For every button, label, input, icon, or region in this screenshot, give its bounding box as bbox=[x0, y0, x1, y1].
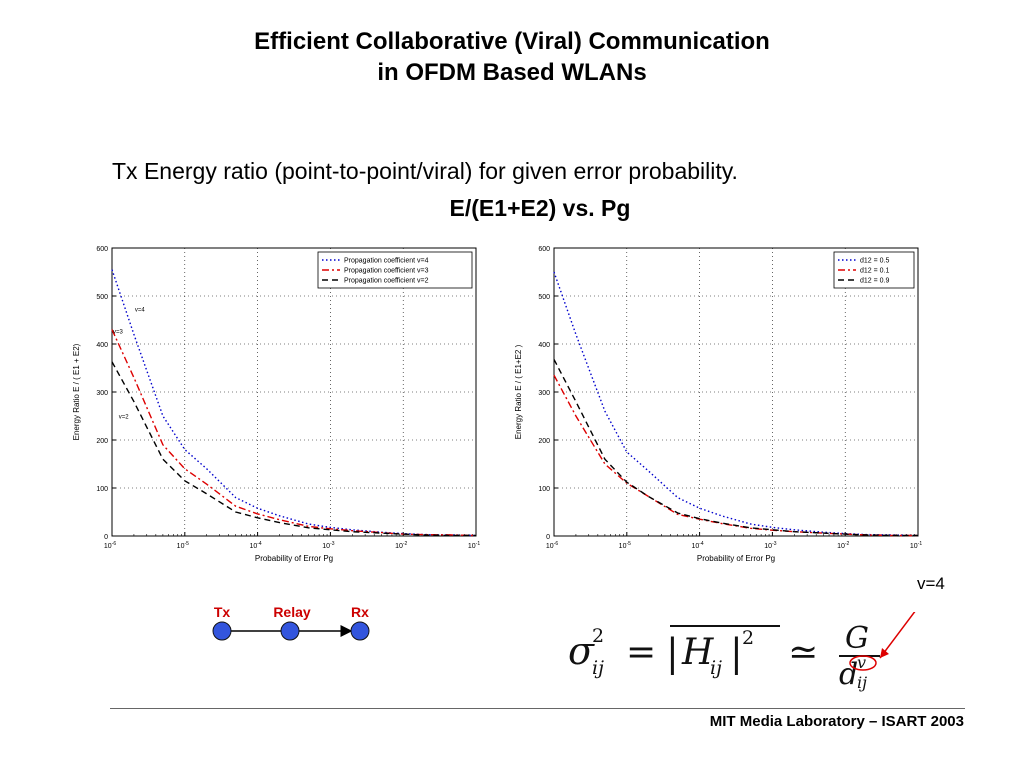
chart2-legend-label-1: d12 = 0.5 bbox=[860, 258, 889, 265]
label-tx: Tx bbox=[214, 604, 231, 620]
formula-abs-sup: 2 bbox=[742, 627, 754, 649]
formula-abs-open: | bbox=[666, 631, 679, 675]
chart2-x-tick-label: 10-1 bbox=[910, 541, 922, 550]
chart-caption: E/(E1+E2) vs. Pg bbox=[449, 195, 631, 221]
channel-formula: σ 2 ij = | H ij | 2 ≃ G d v ij bbox=[568, 612, 916, 692]
chart2-legend-label-3: d12 = 0.9 bbox=[860, 278, 889, 285]
formula-d-sub: ij bbox=[857, 673, 867, 692]
chart1-y-tick-label: 500 bbox=[96, 294, 108, 301]
chart1-legend-label-2: Propagation coefficient v=3 bbox=[344, 268, 429, 275]
chart2-y-tick-label: 100 bbox=[538, 486, 550, 493]
slide-subtitle: Tx Energy ratio (point-to-point/viral) f… bbox=[112, 158, 738, 184]
chart1-legend-label-3: Propagation coefficient v=2 bbox=[344, 278, 429, 285]
formula-exponent-circle bbox=[849, 655, 877, 671]
chart2-plot-area bbox=[553, 247, 919, 537]
node-tx bbox=[212, 621, 232, 641]
chart2-y-tick-label: 600 bbox=[538, 246, 550, 253]
title-line-2: in OFDM Based WLANs bbox=[377, 59, 647, 86]
chart1-x-axis-label: Probability of Error Pg bbox=[255, 554, 333, 563]
formula-equals: = bbox=[626, 632, 656, 673]
chart2-y-tick-label: 300 bbox=[538, 390, 550, 397]
chart1-y-tick-label: 300 bbox=[96, 390, 108, 397]
chart1-annotation: v=4 bbox=[135, 307, 146, 313]
chart1-x-tick-label: 10-4 bbox=[249, 541, 261, 550]
chart1-y-tick-label: 0 bbox=[104, 534, 108, 541]
formula-g: G bbox=[845, 621, 869, 656]
formula-sigma-sub: ij bbox=[592, 657, 604, 679]
chart1-annotation: v=3 bbox=[113, 329, 124, 335]
chart1-x-tick-label: 10-5 bbox=[177, 541, 189, 550]
chart1-x-tick-label: 10-1 bbox=[468, 541, 480, 550]
chart2-x-tick-label: 10-5 bbox=[619, 541, 631, 550]
formula-arrow bbox=[879, 612, 916, 659]
formula-h: H bbox=[681, 632, 714, 673]
chart1-annotation: v=2 bbox=[119, 414, 130, 420]
formula-approx: ≃ bbox=[788, 632, 818, 673]
chart2-x-tick-label: 10-3 bbox=[764, 541, 776, 550]
chart1-y-axis-label: Energy Ratio E / ( E1 + E2) bbox=[72, 343, 81, 440]
title-line-1: Efficient Collaborative (Viral) Communic… bbox=[254, 28, 770, 55]
chart2-x-axis-label: Probability of Error Pg bbox=[697, 554, 775, 563]
chart1-plot-area bbox=[111, 247, 477, 537]
chart1-x-tick-label: 10-2 bbox=[395, 541, 407, 550]
chart2-series-3-line bbox=[553, 359, 918, 537]
footer-divider bbox=[110, 708, 965, 709]
chart1-y-tick-label: 200 bbox=[96, 438, 108, 445]
chart1-series-3-line bbox=[111, 361, 476, 537]
chart2-legend-box bbox=[833, 251, 915, 289]
chart1-x-tick-label: 10-3 bbox=[322, 541, 334, 550]
slide-title: Efficient Collaborative (Viral) Communic… bbox=[0, 26, 1024, 88]
label-rx: Rx bbox=[351, 604, 369, 620]
chart2-y-tick-label: 400 bbox=[538, 342, 550, 349]
formula-sigma: σ bbox=[568, 629, 595, 673]
node-relay bbox=[280, 621, 300, 641]
chart-propagation-coefficient: 0 100 200 300 400 500 600 10-6 10-5 10-4 10-3 10-2 1… bbox=[72, 246, 480, 563]
chart2-x-tick-label: 10-2 bbox=[837, 541, 849, 550]
chart1-y-tick-label: 400 bbox=[96, 342, 108, 349]
formula-annotation: v=4 bbox=[917, 574, 945, 593]
chart2-y-tick-label: 200 bbox=[538, 438, 550, 445]
chart2-y-tick-label: 500 bbox=[538, 294, 550, 301]
formula-h-sub: ij bbox=[710, 657, 722, 679]
chart1-legend-label-1: Propagation coefficient v=4 bbox=[344, 258, 429, 265]
chart1-x-tick-label: 10-6 bbox=[104, 541, 116, 550]
chart1-y-tick-label: 600 bbox=[96, 246, 108, 253]
formula-sigma-sup: 2 bbox=[592, 625, 604, 647]
formula-d: d bbox=[839, 657, 858, 692]
chart2-x-tick-label: 10-6 bbox=[546, 541, 558, 550]
chart2-y-axis-label: Energy Ratio E / ( E1+E2 ) bbox=[514, 344, 523, 439]
footer-text: MIT Media Laboratory – ISART 2003 bbox=[709, 713, 964, 730]
chart2-x-tick-label: 10-4 bbox=[691, 541, 703, 550]
chart2-series-1-line bbox=[553, 271, 919, 537]
chart2-y-tick-label: 0 bbox=[546, 534, 550, 541]
relay-diagram: Tx Relay Rx bbox=[212, 604, 370, 641]
formula-arrowhead bbox=[880, 648, 889, 658]
label-relay: Relay bbox=[273, 604, 311, 620]
chart-d12: 0 100 200 300 400 500 600 10-6 10-5 10-4 10-3 10-2 1… bbox=[514, 246, 922, 563]
node-rx bbox=[350, 621, 370, 641]
chart1-legend-box bbox=[317, 251, 473, 289]
chart1-y-tick-label: 100 bbox=[96, 486, 108, 493]
chart2-legend-label-2: d12 = 0.1 bbox=[860, 268, 889, 275]
formula-d-sup: v bbox=[857, 653, 866, 672]
formula-abs-close: | bbox=[730, 631, 743, 675]
